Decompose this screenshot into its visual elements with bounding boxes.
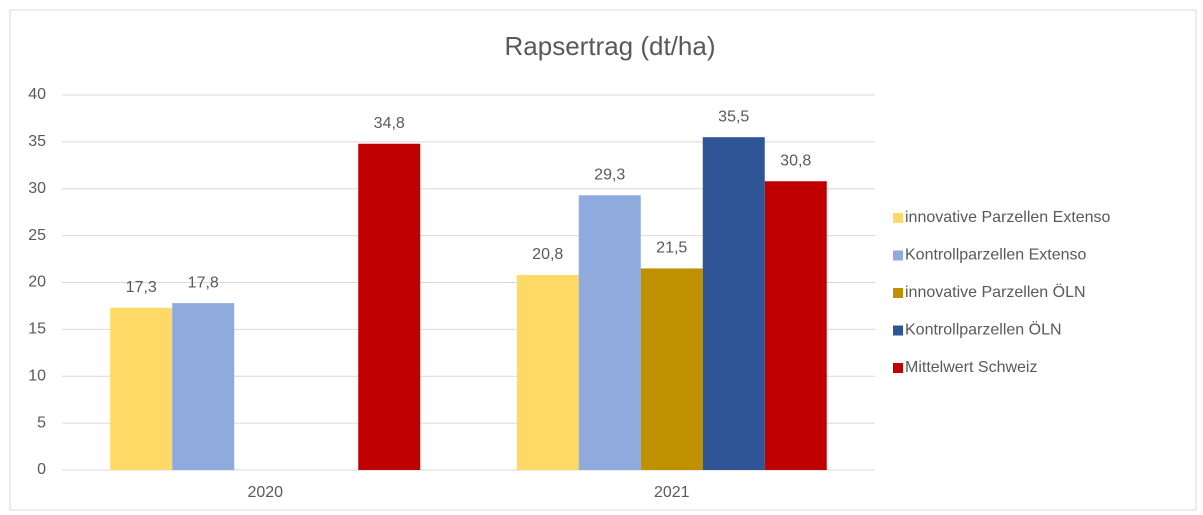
bar (578, 195, 641, 470)
y-tick-label: 35 (28, 133, 46, 150)
data-label: 35,5 (718, 108, 749, 125)
bar (358, 143, 421, 470)
bar (764, 181, 827, 470)
y-tick-label: 25 (28, 227, 46, 244)
y-tick-label: 10 (28, 367, 46, 384)
legend-swatch (893, 325, 903, 336)
data-label: 21,5 (656, 240, 687, 257)
bar (172, 303, 235, 470)
x-tick-label: 2021 (654, 484, 690, 501)
bar (110, 307, 173, 470)
data-label: 34,8 (374, 115, 405, 132)
y-tick-label: 0 (37, 461, 46, 478)
bar (702, 137, 765, 470)
legend-swatch (893, 250, 903, 261)
data-label: 17,3 (126, 279, 157, 296)
data-label: 17,8 (188, 274, 219, 291)
y-tick-label: 15 (28, 321, 46, 338)
bar (516, 275, 579, 470)
legend-swatch (893, 288, 903, 298)
y-tick-label: 30 (28, 180, 46, 197)
chart-title: Rapsertrag (dt/ha) (505, 31, 716, 61)
bar (640, 268, 703, 470)
legend-label: Kontrollparzellen Extenso (905, 247, 1087, 264)
x-tick-label: 2020 (247, 484, 283, 501)
legend-swatch (893, 213, 903, 223)
legend-label: innovative Parzellen Extenso (905, 209, 1111, 226)
y-tick-label: 5 (37, 414, 46, 431)
data-label: 29,3 (594, 167, 625, 184)
legend-label: innovative Parzellen ÖLN (905, 283, 1086, 301)
y-tick-label: 40 (28, 86, 46, 103)
legend-swatch (893, 363, 903, 373)
legend-label: Kontrollparzellen ÖLN (905, 321, 1062, 339)
legend-label: Mittelwert Schweiz (905, 359, 1037, 376)
data-label: 30,8 (780, 152, 811, 169)
data-label: 20,8 (532, 246, 563, 263)
y-tick-label: 20 (28, 274, 46, 291)
